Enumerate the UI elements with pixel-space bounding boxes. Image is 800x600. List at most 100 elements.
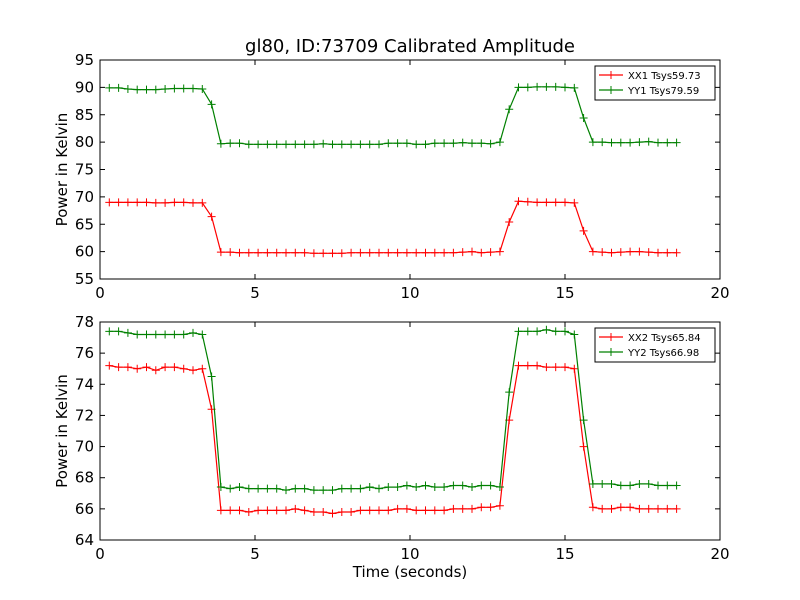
- data-point: [105, 198, 114, 207]
- data-point: [263, 506, 272, 515]
- data-point: [570, 83, 579, 92]
- data-point: [300, 248, 309, 257]
- data-point: [542, 82, 551, 91]
- data-point: [663, 138, 672, 147]
- data-point: [123, 85, 132, 94]
- data-point: [384, 483, 393, 492]
- data-point: [607, 479, 616, 488]
- y-axis-label: Power in Kelvin: [53, 113, 71, 227]
- data-point: [347, 248, 356, 257]
- y-tick-label: 95: [75, 51, 94, 69]
- data-point: [579, 442, 588, 451]
- data-point: [244, 484, 253, 493]
- data-point: [486, 481, 495, 490]
- legend: XX2 Tsys65.84 YY2 Tsys66.98: [594, 327, 716, 363]
- data-point: [170, 84, 179, 93]
- data-point: [114, 327, 123, 336]
- data-point: [402, 139, 411, 148]
- data-point: [598, 504, 607, 513]
- legend-box: [594, 327, 716, 363]
- data-point: [458, 481, 467, 490]
- data-point: [598, 248, 607, 257]
- data-point: [309, 140, 318, 149]
- data-point: [570, 198, 579, 207]
- data-point: [468, 247, 476, 256]
- data-point: [151, 330, 160, 339]
- data-point: [179, 198, 188, 207]
- data-point: [598, 138, 607, 147]
- data-point: [486, 139, 495, 148]
- data-point: [244, 140, 253, 149]
- y-tick-label: 85: [75, 106, 94, 124]
- legend-marker: [607, 71, 615, 79]
- data-point: [133, 330, 142, 339]
- data-point: [588, 247, 597, 256]
- data-point: [626, 247, 635, 256]
- data-point: [179, 330, 188, 339]
- data-point: [375, 140, 383, 149]
- legend-entry: XX2 Tsys65.84: [628, 333, 701, 344]
- data-point: [551, 198, 560, 207]
- data-point: [430, 506, 439, 515]
- y-tick-label: 64: [75, 531, 94, 549]
- data-point: [356, 506, 365, 515]
- legend: XX1 Tsys59.73 YY1 Tsys79.59: [594, 65, 716, 101]
- data-point: [430, 248, 439, 257]
- data-point: [551, 82, 560, 91]
- data-point: [263, 140, 272, 149]
- data-point: [635, 504, 644, 513]
- data-point: [449, 504, 458, 513]
- data-point: [672, 138, 681, 147]
- x-axis-label: Time (seconds): [352, 563, 468, 581]
- data-point: [495, 138, 504, 147]
- data-point: [616, 481, 625, 490]
- data-point: [644, 137, 653, 146]
- data-point: [486, 503, 495, 512]
- data-point: [319, 486, 328, 495]
- data-point: [412, 483, 421, 492]
- data-point: [523, 327, 532, 336]
- data-point: [356, 248, 365, 257]
- data-point: [291, 504, 300, 513]
- data-point: [533, 198, 542, 207]
- data-point: [179, 364, 188, 373]
- data-point: [561, 363, 569, 372]
- data-point: [170, 198, 179, 207]
- data-point: [105, 361, 114, 370]
- chart-title: gl80, ID:73709 Calibrated Amplitude: [245, 36, 575, 57]
- y-tick-label: 80: [75, 133, 94, 151]
- legend-box: [594, 65, 716, 101]
- data-point: [216, 139, 225, 148]
- data-point: [533, 327, 542, 336]
- x-tick-label: 15: [555, 284, 574, 302]
- data-point: [440, 248, 449, 257]
- data-point: [654, 138, 662, 147]
- data-point: [254, 140, 263, 149]
- data-point: [114, 198, 123, 207]
- data-point: [514, 83, 523, 92]
- data-point: [402, 481, 411, 490]
- data-point: [207, 100, 216, 109]
- data-point: [616, 248, 625, 257]
- data-point: [133, 364, 142, 373]
- data-point: [254, 484, 263, 493]
- data-point: [189, 84, 197, 93]
- data-point: [561, 327, 569, 336]
- data-point: [393, 483, 402, 492]
- data-point: [123, 198, 132, 207]
- data-point: [337, 249, 346, 258]
- legend-marker: [607, 348, 615, 356]
- y-tick-label: 90: [75, 78, 94, 96]
- data-point: [393, 248, 402, 257]
- data-point: [161, 85, 170, 94]
- y-tick-label: 68: [75, 469, 94, 487]
- data-point: [523, 361, 532, 370]
- data-point: [672, 504, 681, 513]
- data-point: [347, 140, 356, 149]
- data-point: [291, 484, 300, 493]
- x-tick-label: 10: [400, 284, 419, 302]
- series-xx1: [105, 197, 681, 258]
- data-point: [570, 364, 579, 373]
- data-point: [477, 248, 486, 257]
